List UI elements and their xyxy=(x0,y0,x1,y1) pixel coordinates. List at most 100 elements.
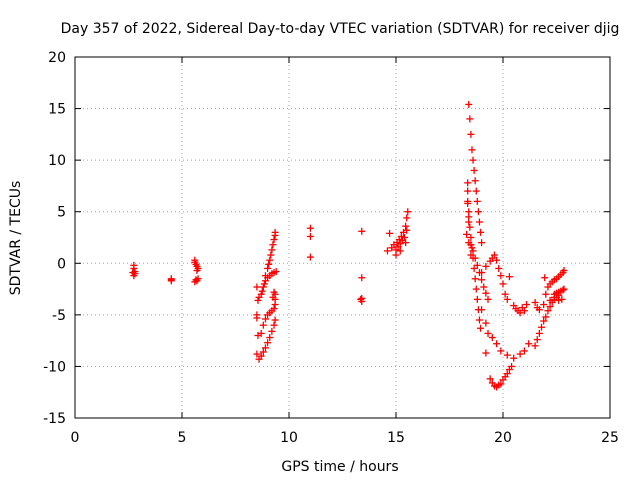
data-point xyxy=(555,296,563,304)
data-point xyxy=(520,307,528,315)
data-point xyxy=(501,290,509,298)
data-point xyxy=(261,344,269,352)
data-point xyxy=(472,187,480,195)
data-point xyxy=(478,276,486,284)
data-point xyxy=(467,130,475,138)
data-point xyxy=(471,275,479,283)
plot-frame xyxy=(74,56,611,419)
data-point xyxy=(471,254,479,262)
data-point xyxy=(268,327,276,335)
data-point xyxy=(269,241,277,249)
data-point xyxy=(516,309,524,317)
data-point xyxy=(520,347,528,355)
data-point xyxy=(540,317,548,325)
y-tick-labels: -15 -10 -5 0 5 10 15 20 xyxy=(43,50,66,427)
data-point xyxy=(465,213,473,221)
data-point xyxy=(558,295,566,303)
data-point xyxy=(503,351,511,359)
data-point xyxy=(403,226,411,234)
data-point xyxy=(471,177,479,185)
data-point xyxy=(469,247,477,255)
y-tick-label: -5 xyxy=(52,308,66,324)
data-point xyxy=(129,269,137,277)
data-point xyxy=(358,274,366,282)
data-point xyxy=(484,295,492,303)
data-point xyxy=(468,244,476,252)
data-point xyxy=(503,295,511,303)
data-point xyxy=(482,262,490,270)
data-point xyxy=(396,247,404,255)
data-point xyxy=(495,264,503,272)
data-point xyxy=(546,296,554,304)
data-point xyxy=(497,380,505,388)
data-point xyxy=(560,267,568,275)
data-point xyxy=(470,264,478,272)
data-point xyxy=(261,315,269,323)
data-point xyxy=(253,350,261,358)
data-point xyxy=(255,293,263,301)
data-point xyxy=(473,197,481,205)
data-point xyxy=(259,348,267,356)
data-point xyxy=(482,289,490,297)
data-point xyxy=(306,224,314,232)
axis-ticks xyxy=(74,56,611,419)
data-point xyxy=(193,267,201,275)
data-point xyxy=(497,347,505,355)
y-tick-label: 5 xyxy=(57,205,66,221)
data-point xyxy=(475,316,483,324)
data-point xyxy=(258,287,266,295)
x-tick-label: 10 xyxy=(280,430,298,446)
data-point xyxy=(480,283,488,291)
data-point xyxy=(538,323,546,331)
data-point xyxy=(482,319,490,327)
data-point xyxy=(478,239,486,247)
data-point xyxy=(191,278,199,286)
data-point xyxy=(533,336,541,344)
data-point xyxy=(269,293,277,301)
data-point xyxy=(401,234,409,241)
y-tick-label: 15 xyxy=(48,102,66,118)
data-point xyxy=(535,306,543,314)
data-point xyxy=(499,280,507,288)
data-point xyxy=(465,100,473,108)
x-axis-label: GPS time / hours xyxy=(281,459,398,475)
y-tick-label: -10 xyxy=(43,359,66,375)
data-point xyxy=(257,329,265,337)
data-point xyxy=(402,222,410,230)
data-point xyxy=(167,276,175,284)
data-point xyxy=(264,264,272,272)
data-point xyxy=(404,208,412,216)
data-point xyxy=(257,352,265,360)
data-point xyxy=(130,272,138,280)
data-point xyxy=(505,273,513,281)
data-point xyxy=(497,272,505,280)
data-point xyxy=(482,349,490,357)
data-point xyxy=(473,261,481,269)
data-point xyxy=(525,340,533,348)
data-point xyxy=(535,329,543,337)
data-point xyxy=(516,350,524,358)
grid xyxy=(75,57,610,418)
data-point xyxy=(490,251,498,259)
data-points xyxy=(129,100,568,391)
data-point xyxy=(468,146,476,154)
data-point xyxy=(306,232,314,240)
data-point xyxy=(510,354,518,362)
data-point xyxy=(265,260,273,268)
x-tick-labels: 0 5 10 15 20 25 xyxy=(71,430,619,446)
data-point xyxy=(130,264,138,272)
data-point xyxy=(475,218,483,226)
data-point xyxy=(254,296,262,304)
data-point xyxy=(488,334,496,342)
data-point xyxy=(272,268,280,276)
data-point xyxy=(559,286,567,294)
data-point xyxy=(260,280,268,288)
data-point xyxy=(466,223,474,231)
data-point xyxy=(470,166,478,174)
data-point xyxy=(270,321,278,329)
data-point xyxy=(473,295,481,303)
data-point xyxy=(270,288,278,296)
data-point xyxy=(270,236,278,244)
data-point xyxy=(271,228,279,236)
